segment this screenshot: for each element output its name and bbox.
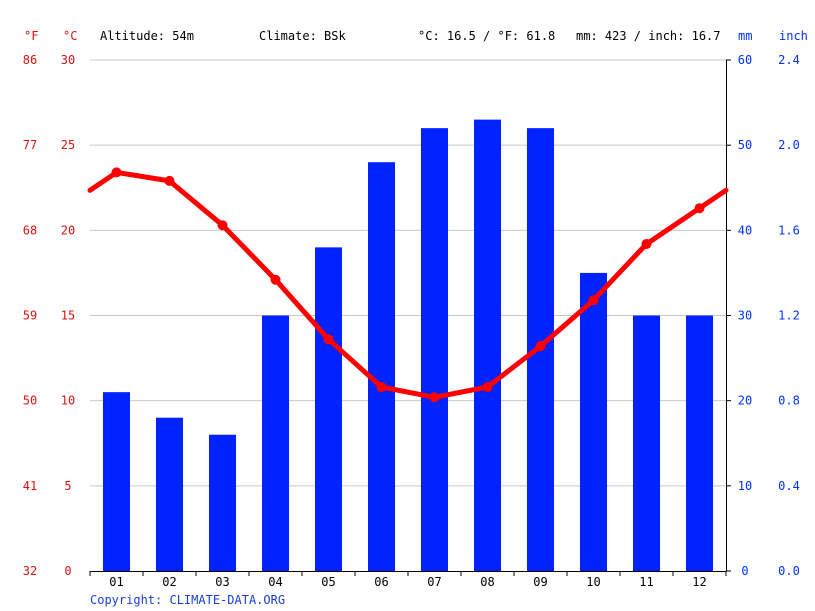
temperature-point — [270, 274, 281, 285]
temperature-point — [164, 175, 175, 186]
temperature-point — [111, 167, 122, 178]
f-tick-label: 32 — [23, 564, 37, 578]
grid-lines — [90, 59, 726, 487]
mm-tick-label: 10 — [738, 479, 752, 493]
month-tick-label: 12 — [692, 575, 706, 589]
c-tick-label: 5 — [64, 479, 71, 493]
month-tick-label: 01 — [109, 575, 123, 589]
f-tick-label: 59 — [23, 309, 37, 323]
inch-tick-label: 0.8 — [778, 394, 800, 408]
c-tick-label: 30 — [61, 53, 75, 67]
inch-tick-label: 1.6 — [778, 223, 800, 237]
temperature-point — [323, 334, 334, 345]
precipitation-total-label: mm: 423 / inch: 16.7 — [576, 29, 721, 43]
precipitation-bar — [580, 272, 607, 571]
mm-tick-label: 40 — [738, 223, 752, 237]
c-tick-label: 15 — [61, 309, 75, 323]
c-tick-label: 10 — [61, 394, 75, 408]
precipitation-bar — [315, 247, 342, 571]
month-tick-label: 05 — [321, 575, 335, 589]
precipitation-bar — [156, 417, 183, 571]
axes — [89, 59, 731, 576]
precipitation-bar — [633, 315, 660, 571]
precipitation-bar — [103, 392, 130, 571]
f-tick-label: 77 — [23, 138, 37, 152]
f-tick-label: 41 — [23, 479, 37, 493]
inch-tick-label: 2.4 — [778, 53, 800, 67]
altitude-label: Altitude: 54m — [100, 29, 194, 43]
mm-tick-label: 60 — [738, 53, 752, 67]
inch-tick-label: 1.2 — [778, 309, 800, 323]
unit-c-label: °C — [63, 29, 77, 43]
temperature-point — [376, 382, 387, 393]
precipitation-bar — [262, 315, 289, 571]
precipitation-bar — [686, 315, 713, 571]
month-tick-label: 02 — [162, 575, 176, 589]
tick-labels: 32 0 0 0.0 41 5 10 0.4 50 10 20 0.8 59 15 30 1.2 68 20 40 1… — [23, 53, 800, 589]
unit-f-label: °F — [24, 29, 38, 43]
precipitation-bar — [474, 119, 501, 571]
temperature-point — [482, 382, 493, 393]
precipitation-bar — [421, 128, 448, 571]
inch-tick-label: 0.4 — [778, 479, 800, 493]
c-tick-label: 0 — [64, 564, 71, 578]
temperature-point — [694, 203, 705, 214]
mm-tick-label: 50 — [738, 138, 752, 152]
copyright-link[interactable]: Copyright: CLIMATE-DATA.ORG — [90, 593, 285, 607]
climate-label: Climate: BSk — [259, 29, 346, 43]
temperature-point — [588, 295, 599, 306]
precipitation-bars — [103, 119, 713, 571]
unit-inch-label: inch — [779, 29, 808, 43]
month-tick-label: 06 — [374, 575, 388, 589]
header: °F °C Altitude: 54m Climate: BSk °C: 16.… — [24, 29, 808, 43]
temperature-average-label: °C: 16.5 / °F: 61.8 — [418, 29, 555, 43]
precipitation-bar — [368, 162, 395, 571]
temperature-series — [87, 167, 729, 403]
c-tick-label: 25 — [61, 138, 75, 152]
mm-tick-label: 20 — [738, 394, 752, 408]
f-tick-label: 50 — [23, 394, 37, 408]
f-tick-label: 68 — [23, 223, 37, 237]
inch-tick-label: 0.0 — [778, 564, 800, 578]
unit-mm-label: mm — [738, 29, 752, 43]
month-tick-label: 04 — [268, 575, 282, 589]
temperature-line — [87, 169, 729, 400]
inch-tick-label: 2.0 — [778, 138, 800, 152]
temperature-point — [217, 220, 228, 231]
month-tick-label: 03 — [215, 575, 229, 589]
temperature-point — [429, 392, 440, 403]
month-tick-label: 11 — [639, 575, 653, 589]
month-tick-label: 09 — [533, 575, 547, 589]
temperature-point — [641, 238, 652, 249]
mm-tick-label: 0 — [741, 564, 748, 578]
mm-tick-label: 30 — [738, 309, 752, 323]
precipitation-bar — [209, 434, 236, 571]
temperature-point — [535, 341, 546, 352]
f-tick-label: 86 — [23, 53, 37, 67]
month-tick-label: 08 — [480, 575, 494, 589]
month-tick-label: 10 — [586, 575, 600, 589]
month-tick-label: 07 — [427, 575, 441, 589]
c-tick-label: 20 — [61, 223, 75, 237]
